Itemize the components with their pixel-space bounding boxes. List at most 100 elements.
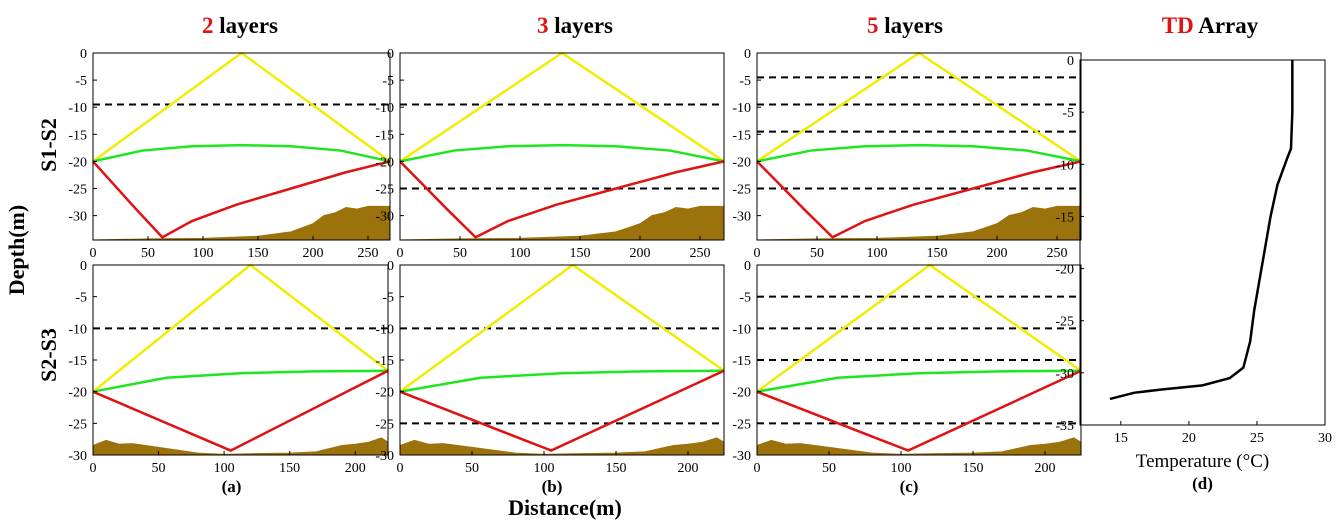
y-tick-label: -35 <box>1055 419 1074 434</box>
x-tick-label: 0 <box>754 461 761 476</box>
title-text: layers <box>219 13 278 38</box>
title-highlight: 5 <box>867 13 879 38</box>
y-tick-label: 0 <box>744 259 751 274</box>
x-tick-label: 50 <box>152 461 166 476</box>
ray-path <box>757 145 1081 161</box>
x-tick-label: 50 <box>465 461 479 476</box>
x-tick-label: 20 <box>1182 431 1196 446</box>
x-tick-label: 100 <box>867 246 888 261</box>
x-tick-label: 0 <box>90 461 97 476</box>
title-text: layers <box>554 13 613 38</box>
y-tick-label: -15 <box>1055 210 1074 225</box>
y-tick-label: -25 <box>375 183 394 198</box>
x-tick-label: 100 <box>510 246 531 261</box>
x-tick-label: 150 <box>248 246 269 261</box>
y-tick-label: -10 <box>375 101 394 116</box>
plot-frame <box>1080 60 1325 425</box>
y-tick-label: -15 <box>68 354 87 369</box>
y-tick-label: -5 <box>739 74 751 89</box>
y-tick-label: -5 <box>382 291 394 306</box>
title-text: layers <box>884 13 943 38</box>
y-tick-label: -25 <box>1055 315 1074 330</box>
y-tick-label: 0 <box>387 47 394 62</box>
panel-title: 5 layers <box>867 13 943 38</box>
x-tick-label: 150 <box>279 461 300 476</box>
x-tick-label: 250 <box>690 246 711 261</box>
y-tick-label: -5 <box>1062 106 1074 121</box>
panel-caption: (c) <box>900 477 919 496</box>
ray-path <box>400 371 724 392</box>
y-tick-label: 0 <box>80 47 87 62</box>
x-tick-label: 0 <box>754 246 761 261</box>
title-highlight: TD <box>1162 13 1194 38</box>
y-tick-label: -30 <box>375 449 394 464</box>
panel-caption: (b) <box>542 477 563 496</box>
y-tick-label: -20 <box>732 386 751 401</box>
y-tick-label: -25 <box>68 183 87 198</box>
x-tick-label: 30 <box>1318 431 1332 446</box>
x-tick-label: 150 <box>963 461 984 476</box>
figure: Depth(m) S1-S2 S2-S3 Distance(m) 0 -5 -10 -… <box>0 0 1343 523</box>
y-tick-label: -10 <box>732 101 751 116</box>
y-tick-label: -15 <box>68 128 87 143</box>
x-tick-label: 200 <box>987 246 1008 261</box>
x-tick-label: 150 <box>570 246 591 261</box>
x-axis-label: Distance(m) <box>508 495 622 520</box>
y-tick-label: -10 <box>375 322 394 337</box>
panel-title: TD Array <box>1162 13 1259 38</box>
y-tick-label: 0 <box>744 47 751 62</box>
ray-path <box>93 145 390 161</box>
y-tick-label: -10 <box>68 101 87 116</box>
ray-path <box>757 371 1081 392</box>
x-tick-label: 0 <box>397 246 404 261</box>
y-tick-label: -20 <box>375 155 394 170</box>
x-tick-label: 150 <box>927 246 948 261</box>
plot-frame <box>93 265 388 455</box>
row-label: S1-S2 <box>36 118 61 172</box>
x-tick-label: 100 <box>193 246 214 261</box>
panel-title: 3 layers <box>537 13 613 38</box>
x-tick-label: 150 <box>606 461 627 476</box>
panel-caption: (a) <box>222 477 242 496</box>
x-tick-label: 15 <box>1114 431 1128 446</box>
x-tick-label: 50 <box>453 246 467 261</box>
x-tick-label: 250 <box>1047 246 1068 261</box>
y-tick-label: 0 <box>80 259 87 274</box>
x-axis-label: Temperature (°C) <box>1136 451 1269 472</box>
x-tick-label: 25 <box>1250 431 1264 446</box>
y-axis-label: Depth(m) <box>4 205 29 295</box>
y-tick-label: -15 <box>732 128 751 143</box>
title-highlight: 3 <box>537 13 549 38</box>
y-tick-label: -30 <box>68 210 87 225</box>
ray-path <box>93 371 388 392</box>
x-tick-label: 50 <box>810 246 824 261</box>
y-tick-label: -20 <box>68 386 87 401</box>
plot-frame <box>400 265 724 455</box>
row-label: S2-S3 <box>36 328 61 382</box>
y-tick-label: -15 <box>375 128 394 143</box>
y-tick-label: -5 <box>75 74 87 89</box>
x-tick-label: 100 <box>214 461 235 476</box>
y-tick-label: -30 <box>375 210 394 225</box>
y-tick-label: -30 <box>1055 367 1074 382</box>
x-tick-label: 200 <box>678 461 699 476</box>
ray-path <box>400 145 724 161</box>
title-text: Array <box>1198 13 1259 38</box>
y-tick-label: -25 <box>68 417 87 432</box>
x-tick-label: 0 <box>90 246 97 261</box>
y-tick-label: -20 <box>68 155 87 170</box>
x-tick-label: 0 <box>397 461 404 476</box>
y-tick-label: 0 <box>387 259 394 274</box>
x-tick-label: 100 <box>534 461 555 476</box>
y-tick-label: -25 <box>732 183 751 198</box>
y-tick-label: -10 <box>1055 158 1074 173</box>
y-tick-label: -20 <box>1055 263 1074 278</box>
y-tick-label: -25 <box>732 417 751 432</box>
panel-caption: (d) <box>1192 474 1213 493</box>
y-tick-label: -5 <box>75 291 87 306</box>
y-tick-label: -20 <box>732 155 751 170</box>
y-tick-label: 0 <box>1067 54 1074 69</box>
y-tick-label: -25 <box>375 417 394 432</box>
y-tick-label: -10 <box>68 322 87 337</box>
y-tick-label: -5 <box>739 291 751 306</box>
